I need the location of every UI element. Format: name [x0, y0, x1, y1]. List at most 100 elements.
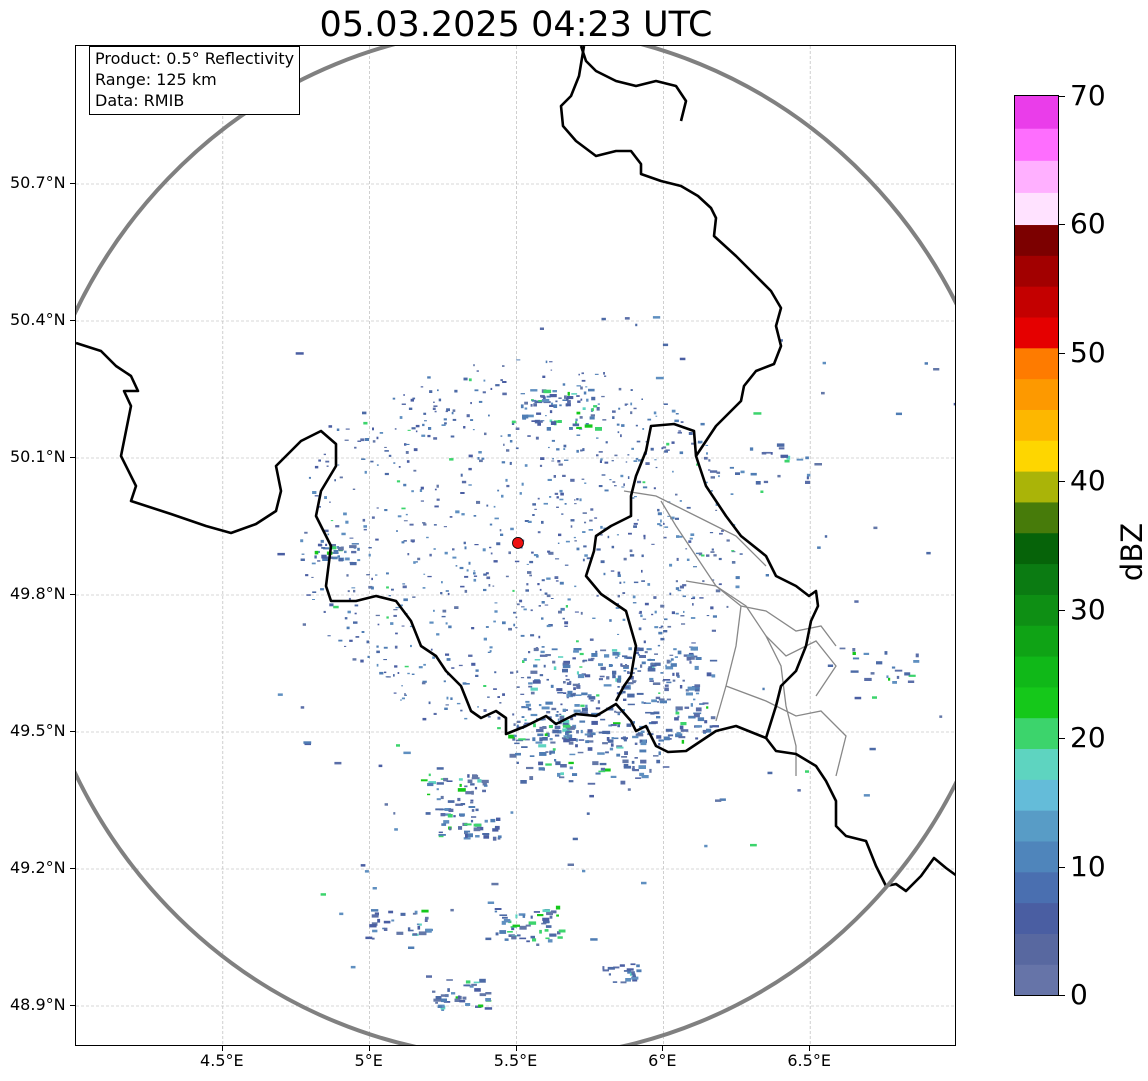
echo-cell — [706, 452, 708, 455]
echo-cell — [647, 583, 651, 586]
echo-cell — [420, 500, 424, 502]
echo-cell — [376, 650, 380, 654]
echo-cell — [691, 442, 694, 445]
echo-cell — [572, 657, 576, 660]
echo-cell — [482, 789, 486, 793]
echo-cell — [401, 685, 403, 687]
echo-cell — [646, 648, 652, 651]
echo-cell — [627, 476, 630, 479]
echo-cell — [652, 316, 661, 319]
echo-cell — [551, 648, 558, 651]
echo-cell — [635, 733, 644, 737]
echo-cell — [527, 435, 531, 437]
echo-cell — [647, 659, 655, 661]
echo-cell — [449, 516, 453, 518]
echo-cell — [468, 654, 473, 657]
echo-cell — [411, 427, 416, 430]
echo-cell — [580, 611, 583, 615]
echo-cell — [569, 766, 573, 770]
echo-cell — [662, 343, 669, 347]
echo-cell — [488, 414, 490, 417]
echo-cell — [661, 447, 664, 450]
echo-cell — [437, 1005, 443, 1008]
echo-cell — [623, 670, 627, 672]
echo-cell — [350, 965, 356, 969]
echo-cell — [574, 503, 577, 505]
product-label: Product: 0.5° Reflectivity — [95, 49, 295, 68]
echo-cell — [555, 761, 561, 766]
echo-cell — [336, 428, 340, 431]
echo-cell — [892, 681, 897, 684]
echo-cell — [588, 388, 595, 392]
echo-cell — [620, 434, 622, 438]
echo-cell — [710, 490, 713, 492]
echo-cell — [710, 606, 714, 610]
echo-cell — [550, 598, 554, 599]
echo-cell — [549, 750, 555, 754]
echo-cell — [614, 485, 617, 487]
echo-cell — [824, 535, 828, 538]
echo-cell — [546, 678, 549, 681]
echo-cell — [691, 686, 700, 690]
echo-cell — [451, 667, 455, 669]
map-title: 05.03.2025 04:23 UTC — [319, 5, 713, 45]
echo-cell — [579, 498, 582, 502]
echo-cell — [440, 813, 446, 817]
echo-cell — [345, 520, 349, 524]
echo-cell — [805, 770, 809, 773]
echo-cell — [436, 767, 444, 770]
echo-cell — [591, 732, 596, 736]
echo-cell — [539, 588, 542, 591]
echo-cell — [539, 752, 547, 756]
echo-cell — [550, 421, 557, 425]
echo-cell — [477, 457, 480, 460]
echo-cell — [663, 403, 668, 405]
echo-cell — [603, 372, 605, 375]
echo-cell — [562, 662, 570, 666]
echo-cell — [557, 692, 564, 694]
echo-cell — [532, 503, 536, 506]
echo-cell — [595, 772, 601, 775]
echo-cell — [493, 560, 498, 563]
lon-tick-label: 6.5°E — [787, 1051, 831, 1070]
echo-cell — [679, 357, 686, 361]
echo-cell — [674, 419, 679, 423]
echo-cell — [344, 617, 348, 620]
echo-cell — [492, 836, 497, 841]
echo-cell — [852, 657, 860, 660]
echo-cell — [547, 478, 552, 481]
echo-cell — [470, 402, 472, 405]
echo-cell — [644, 651, 648, 654]
echo-cell — [538, 605, 541, 607]
echo-cell — [628, 532, 632, 535]
echo-cell — [468, 484, 472, 486]
echo-cell — [612, 651, 619, 656]
echo-cell — [461, 513, 465, 516]
echo-cell — [839, 647, 846, 650]
echo-cell — [653, 411, 657, 415]
echo-cell — [502, 693, 505, 696]
echo-cell — [412, 596, 416, 598]
echo-cell — [452, 556, 457, 559]
echo-cell — [665, 664, 667, 667]
echo-cell — [485, 572, 489, 575]
echo-cell — [383, 920, 391, 924]
echo-cell — [329, 603, 334, 607]
echo-cell — [410, 398, 414, 402]
echo-cell — [543, 502, 548, 505]
echo-cell — [450, 697, 453, 700]
echo-cell — [351, 587, 356, 589]
radar-map[interactable]: Product: 0.5° Reflectivity Range: 125 km… — [75, 45, 956, 1046]
echo-cell — [649, 768, 652, 773]
echo-cell — [530, 634, 535, 637]
echo-cell — [522, 660, 525, 663]
echo-cell — [627, 703, 635, 706]
echo-cell — [433, 998, 441, 1002]
echo-cell — [533, 664, 538, 668]
echo-cell — [541, 706, 550, 710]
echo-cell — [640, 614, 643, 618]
echo-cell — [443, 777, 449, 782]
echo-cell — [588, 529, 593, 531]
echo-cell — [495, 825, 500, 830]
echo-cell — [673, 648, 677, 651]
